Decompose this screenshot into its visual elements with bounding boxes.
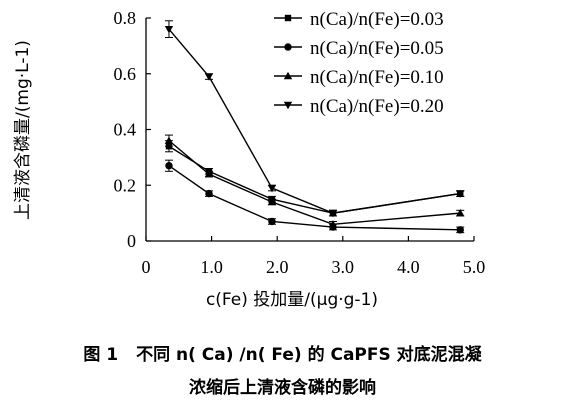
series-4 bbox=[164, 20, 465, 218]
data-point bbox=[204, 169, 214, 178]
y-tick-label: 0.2 bbox=[114, 175, 137, 195]
series-line bbox=[168, 145, 461, 214]
x-tick-label: 3.0 bbox=[332, 257, 355, 277]
legend: n(Ca)/n(Fe)=0.03 n(Ca)/n(Fe)=0.05 n(Ca)/n(… bbox=[274, 9, 444, 117]
y-tick-label: 0.4 bbox=[114, 120, 137, 140]
legend-label: n(Ca)/n(Fe)=0.20 bbox=[310, 96, 444, 117]
data-point bbox=[456, 190, 465, 198]
legend-item-4: n(Ca)/n(Fe)=0.20 bbox=[274, 96, 444, 117]
legend-item-2: n(Ca)/n(Fe)=0.05 bbox=[274, 38, 444, 59]
data-point bbox=[456, 208, 465, 217]
axes: 0 0.2 0.4 0.6 0.8 0 1.0 2.0 3.0 4.0 5.0 bbox=[114, 8, 486, 277]
y-tick-label: 0.8 bbox=[114, 8, 137, 28]
data-point bbox=[456, 226, 464, 234]
data-point bbox=[328, 220, 338, 228]
series-line bbox=[168, 140, 461, 225]
data-point bbox=[267, 184, 277, 193]
legend-marker bbox=[283, 71, 293, 80]
figure-label: 图 1 bbox=[83, 345, 119, 365]
series-layer bbox=[164, 20, 465, 234]
series-3 bbox=[164, 134, 465, 228]
y-axis-label: 上清液含磷量/(mg·L-1) bbox=[13, 40, 33, 220]
figure-caption-line-2: 浓缩后上清液含磷的影响 bbox=[0, 373, 565, 398]
x-tick-label: 2.0 bbox=[266, 257, 289, 277]
line-chart: 0 0.2 0.4 0.6 0.8 0 1.0 2.0 3.0 4.0 5.0 n(Ca)/n(Fe… bbox=[13, 8, 486, 310]
x-tick-label: 4.0 bbox=[397, 257, 420, 277]
legend-label: n(Ca)/n(Fe)=0.05 bbox=[310, 38, 444, 59]
x-axis-label: c(Fe) 投加量/(μg·g-1) bbox=[206, 290, 378, 310]
legend-marker bbox=[284, 14, 292, 22]
data-point bbox=[328, 209, 338, 218]
data-point bbox=[165, 162, 173, 170]
legend-item-1: n(Ca)/n(Fe)=0.03 bbox=[274, 9, 444, 30]
data-point bbox=[204, 73, 214, 81]
x-tick-label: 5.0 bbox=[463, 257, 486, 277]
figure-caption-line-1: 图 1 不同 n( Ca) /n( Fe) 的 CaPFS 对底泥混凝 bbox=[0, 340, 565, 365]
x-tick-label: 1.0 bbox=[200, 257, 223, 277]
legend-marker bbox=[283, 101, 293, 110]
y-tick-label: 0 bbox=[127, 231, 136, 251]
legend-item-3: n(Ca)/n(Fe)=0.10 bbox=[274, 67, 444, 88]
caption-text-2: 浓缩后上清液含磷的影响 bbox=[189, 378, 376, 398]
data-point bbox=[164, 136, 174, 144]
legend-label: n(Ca)/n(Fe)=0.10 bbox=[310, 67, 444, 88]
caption-text-1: 不同 n( Ca) /n( Fe) 的 CaPFS 对底泥混凝 bbox=[136, 345, 482, 365]
legend-label: n(Ca)/n(Fe)=0.03 bbox=[310, 9, 444, 30]
x-tick-label: 0 bbox=[142, 257, 151, 277]
y-tick-label: 0.6 bbox=[114, 64, 137, 84]
legend-marker bbox=[284, 43, 292, 51]
data-point bbox=[164, 25, 174, 34]
data-point bbox=[205, 189, 213, 198]
data-point bbox=[268, 217, 276, 226]
data-point bbox=[267, 197, 277, 206]
